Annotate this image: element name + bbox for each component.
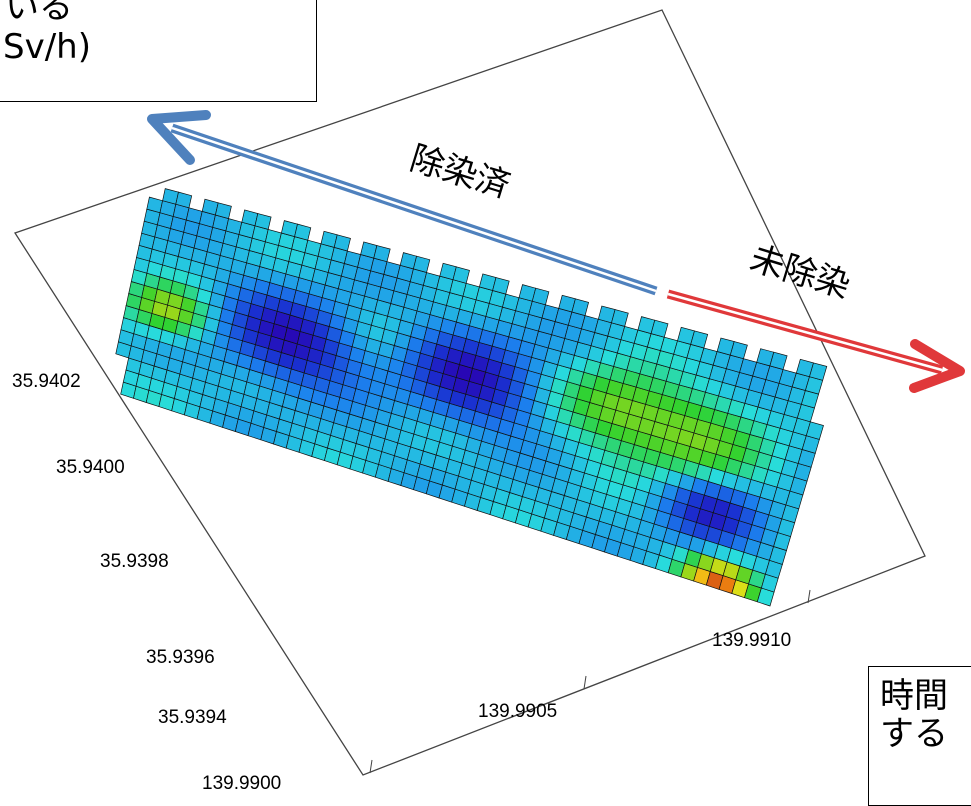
x-tick-mark-0 [369, 759, 373, 774]
not-decontaminated-arrow-head [909, 339, 965, 393]
heatmap-cell [175, 191, 193, 209]
x-tick-mark-2 [807, 589, 811, 604]
callout-bottom-line2: する [880, 714, 948, 754]
y-tick-label-1: 35.9396 [146, 647, 215, 668]
decontaminated-arrow-stripe [171, 126, 657, 293]
heatmap-cell [805, 421, 824, 440]
heatmap-cell [571, 298, 590, 317]
callout-box-bottom: 時間 する [868, 666, 971, 806]
heatmap-cell [729, 341, 748, 360]
heatmap-cell [769, 351, 788, 370]
decontaminated-label: 除染済 [405, 138, 514, 206]
x-tick-mark-1 [583, 675, 587, 690]
heatmap-cell [373, 245, 391, 263]
y-tick-label-2: 35.9398 [100, 551, 169, 572]
callout-top-line2: Sv/h) [3, 27, 91, 67]
axis-ticks: 139.9900 139.9905 139.9910 35.9394 35.93… [12, 371, 811, 791]
heatmap-cell [452, 266, 470, 284]
not-decontaminated-arrow-stripe [667, 292, 943, 372]
heatmap-cell [531, 287, 550, 306]
decontaminated-arrow-head [147, 110, 211, 165]
heatmap-cell [809, 362, 828, 381]
y-tick-label-4: 35.9402 [12, 371, 81, 392]
callout-top-line1: いる [5, 0, 73, 27]
heatmap-cell [690, 330, 709, 349]
heatmap-cell [650, 319, 669, 338]
x-tick-label-0: 139.9900 [202, 773, 281, 791]
heatmap-cell [254, 213, 272, 230]
x-tick-label-2: 139.9910 [712, 630, 791, 651]
plot-frame [14, 9, 926, 776]
heatmap-cell [611, 309, 629, 327]
callout-bottom-line1: 時間 [880, 676, 948, 716]
x-tick-label-1: 139.9905 [478, 701, 557, 722]
arrows [147, 110, 965, 393]
heatmap-cell [492, 277, 510, 295]
heatmap-cell [294, 223, 312, 241]
heatmap-cell [214, 202, 232, 220]
y-tick-label-3: 35.9400 [56, 457, 125, 478]
callout-box-top: いる Sv/h) [0, 0, 317, 102]
y-tick-label-0: 35.9394 [158, 707, 227, 728]
heatmap-cells [115, 188, 828, 607]
heatmap-cell [333, 234, 351, 252]
plot-frame-box [14, 9, 926, 776]
heatmap-cell [412, 255, 431, 273]
not-decontaminated-arrow [666, 289, 965, 393]
decontaminated-arrow [147, 110, 658, 296]
